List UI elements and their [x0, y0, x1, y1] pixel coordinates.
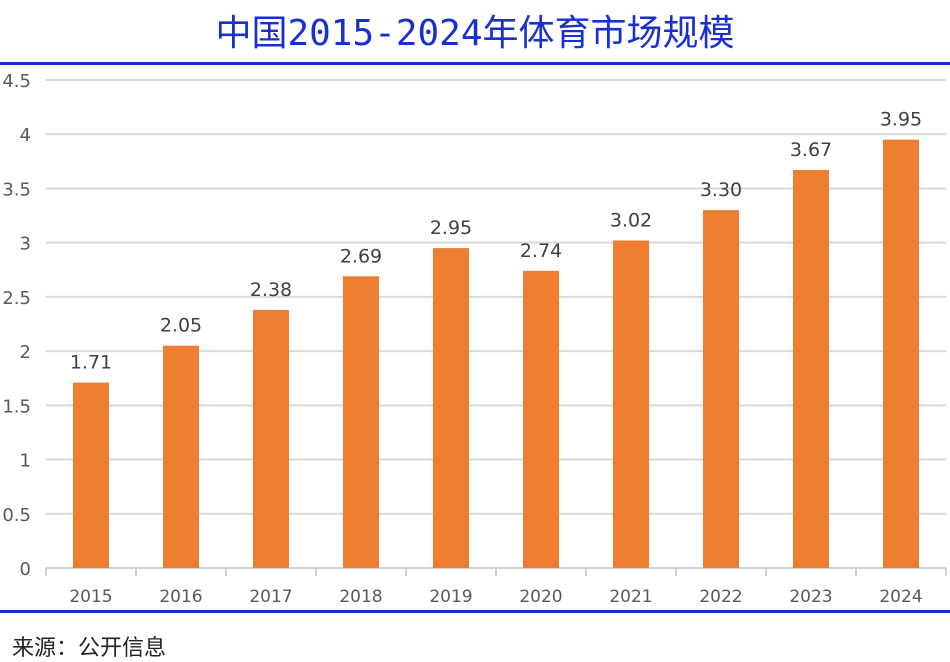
x-tick-label: 2015 — [69, 587, 112, 607]
bar — [163, 345, 199, 568]
x-tick-label: 2022 — [699, 587, 742, 607]
bar — [253, 309, 289, 568]
data-label: 3.30 — [700, 179, 742, 201]
bar — [343, 276, 379, 568]
data-label: 2.74 — [520, 240, 562, 262]
bar — [793, 170, 829, 568]
top-rule — [0, 62, 950, 65]
data-label: 2.95 — [430, 217, 472, 239]
x-tick-label: 2023 — [789, 587, 832, 607]
y-tick-label: 3 — [20, 234, 31, 255]
data-label: 3.02 — [610, 209, 652, 231]
x-tick-label: 2017 — [249, 587, 292, 607]
data-label: 2.05 — [160, 315, 202, 337]
bar — [613, 240, 649, 568]
bar — [703, 210, 739, 568]
bar — [883, 139, 919, 568]
bottom-rule — [0, 610, 950, 613]
x-tick-label: 2016 — [159, 587, 202, 607]
y-tick-label: 4 — [20, 125, 31, 146]
data-label: 3.67 — [790, 139, 832, 161]
x-tick-label: 2018 — [339, 587, 382, 607]
x-tick-label: 2019 — [429, 587, 472, 607]
y-tick-label: 2 — [20, 342, 31, 363]
y-tick-label: 3.5 — [2, 179, 31, 200]
bar — [523, 270, 559, 568]
y-tick-label: 1.5 — [2, 396, 31, 417]
x-tick-label: 2020 — [519, 587, 562, 607]
x-tick-label: 2021 — [609, 587, 652, 607]
chart-title: 中国2015-2024年体育市场规模 — [215, 13, 735, 54]
y-tick-label: 4.5 — [2, 71, 31, 92]
y-tick-label: 0 — [20, 559, 31, 580]
y-tick-label: 2.5 — [2, 288, 31, 309]
source-note: 来源：公开信息 — [12, 636, 167, 661]
bar — [433, 248, 469, 569]
data-label: 3.95 — [880, 109, 922, 131]
data-label: 1.71 — [70, 352, 112, 374]
data-label: 2.69 — [340, 245, 382, 267]
y-tick-label: 0.5 — [2, 505, 31, 526]
y-tick-label: 1 — [20, 451, 31, 472]
x-tick-label: 2024 — [879, 587, 922, 607]
bar — [73, 382, 109, 568]
data-label: 2.38 — [250, 279, 292, 301]
bar-chart: 0 0.5 1 1.5 2 2.5 3 3.5 4 4.5 1.71 2015 2.05 2016 2.38… — [2, 71, 947, 607]
